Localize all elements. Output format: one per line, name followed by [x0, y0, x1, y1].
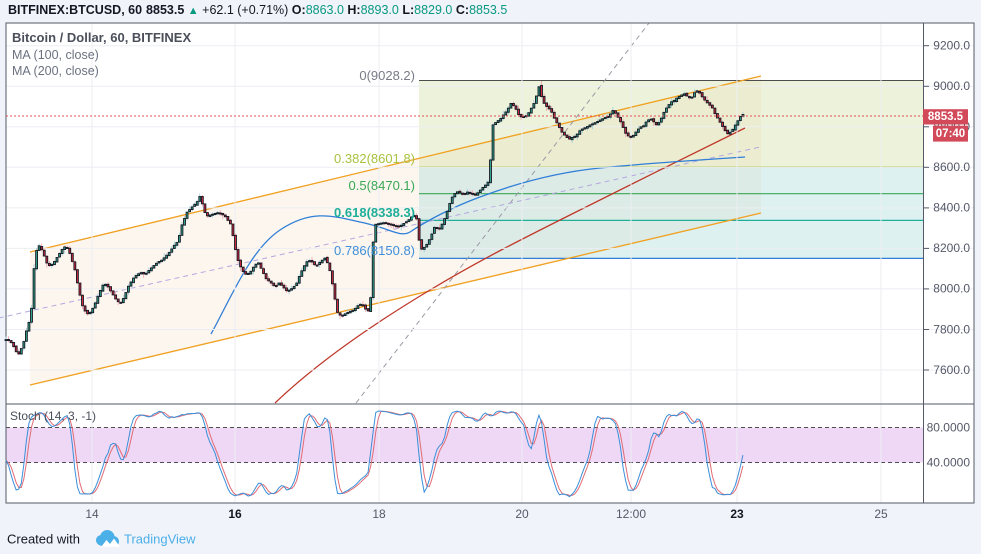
svg-text:MA (100, close): MA (100, close) [12, 48, 99, 62]
svg-text:20: 20 [515, 507, 529, 521]
svg-text:0.382(8601.8): 0.382(8601.8) [334, 151, 415, 166]
svg-text:8853.5: 8853.5 [928, 111, 964, 123]
svg-text:07:40: 07:40 [936, 128, 965, 140]
svg-text:8600.0: 8600.0 [933, 160, 970, 174]
svg-text:Bitcoin / Dollar, 60, BITFINEX: Bitcoin / Dollar, 60, BITFINEX [12, 30, 191, 45]
svg-text:0.5(8470.1): 0.5(8470.1) [349, 178, 416, 193]
svg-text:Stoch (14, 3, -1): Stoch (14, 3, -1) [10, 409, 96, 423]
svg-text:7800.0: 7800.0 [933, 322, 970, 336]
svg-text:12:00: 12:00 [616, 507, 646, 521]
svg-text:Created with: Created with [7, 532, 80, 547]
svg-text:8200.0: 8200.0 [933, 241, 970, 255]
svg-text:7600.0: 7600.0 [933, 363, 970, 377]
svg-text:9200.0: 9200.0 [933, 39, 970, 53]
svg-text:25: 25 [874, 507, 888, 521]
svg-text:18: 18 [372, 507, 386, 521]
svg-text:MA (200, close): MA (200, close) [12, 64, 99, 78]
svg-text:0.618(8338.3): 0.618(8338.3) [334, 205, 415, 220]
svg-text:9000.0: 9000.0 [933, 79, 970, 93]
svg-text:0.786(8150.8): 0.786(8150.8) [334, 243, 415, 258]
svg-text:14: 14 [85, 507, 99, 521]
svg-text:8000.0: 8000.0 [933, 282, 970, 296]
svg-text:40.0000: 40.0000 [927, 456, 971, 470]
svg-text:23: 23 [730, 507, 744, 521]
svg-text:TradingView: TradingView [124, 532, 196, 547]
svg-text:0(9028.2): 0(9028.2) [359, 68, 415, 83]
svg-text:8400.0: 8400.0 [933, 201, 970, 215]
svg-text:80.0000: 80.0000 [927, 421, 971, 435]
svg-text:16: 16 [228, 507, 242, 521]
